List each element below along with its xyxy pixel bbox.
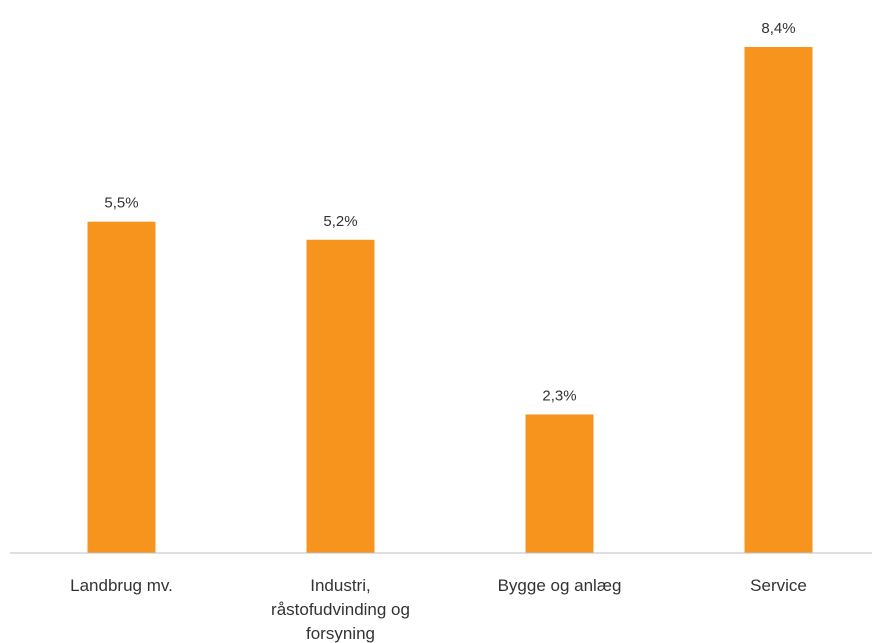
category-label-line: Landbrug mv.: [70, 576, 173, 595]
category-label-2: Industri, råstofudvinding og forsyning: [271, 576, 410, 643]
category-label-1: Landbrug mv.: [70, 576, 173, 595]
category-label-line: råstofudvinding og: [271, 600, 410, 619]
value-label-4: 8,4%: [761, 20, 795, 37]
bars-group: [87, 47, 813, 553]
value-labels-group: 5,5% 5,2% 2,3% 8,4%: [104, 20, 795, 404]
category-label-line: Bygge og anlæg: [498, 576, 622, 595]
category-label-line: Industri,: [310, 576, 370, 595]
bar-3: [525, 414, 594, 553]
category-label-4: Service: [750, 576, 807, 595]
category-labels-group: Landbrug mv. Industri, råstofudvinding og f…: [70, 576, 807, 643]
category-label-line: Service: [750, 576, 807, 595]
bar-4: [744, 47, 813, 553]
value-label-3: 2,3%: [542, 387, 576, 404]
value-label-1: 5,5%: [104, 195, 138, 212]
bar-2: [306, 239, 375, 553]
category-label-line: forsyning: [306, 624, 375, 643]
category-label-3: Bygge og anlæg: [498, 576, 622, 595]
bar-1: [87, 221, 156, 553]
value-label-2: 5,2%: [323, 213, 357, 230]
